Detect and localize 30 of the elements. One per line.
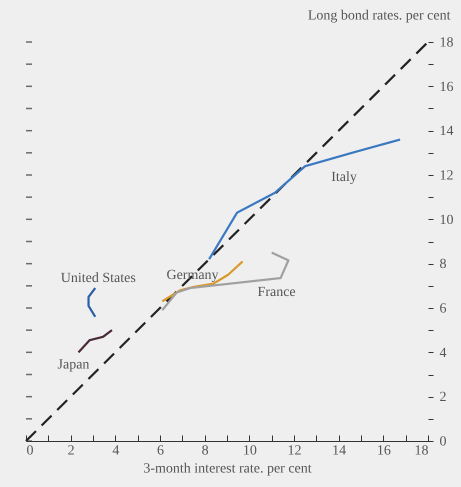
y-axis-title: Long bond rates. per cent [308,8,451,24]
y-tick-label: 2 [440,390,446,406]
x-tick-label: 6 [157,444,164,458]
x-tick-label: 18 [414,444,428,458]
y-tick-label: 6 [440,302,446,316]
line-series [77,329,114,354]
y-tick-label: 12 [440,168,454,184]
series-label: Italy [331,170,357,185]
x-tick-label: 16 [376,444,391,458]
x-tick-label: 2 [68,444,75,458]
line-series [87,286,96,318]
y-tick-label: 14 [440,124,454,140]
series-label: Japan [58,357,90,372]
y-tick-label: 18 [440,36,454,50]
x-tick-label: 0 [26,444,34,458]
series-label: Germany [166,268,219,283]
x-tick-label: 10 [242,444,257,458]
x-tick-label: 4 [112,444,120,458]
line-series [208,138,402,260]
x-tick-label: 8 [202,444,209,458]
y-tick-label: 10 [440,212,454,228]
x-tick-label: 14 [332,444,346,458]
y-tick-label: 16 [440,80,454,95]
x-axis-title: 3-month interest rate. per cent [143,462,312,476]
line-series [161,260,244,302]
y-tick-label: 4 [440,346,446,361]
series-label: United States [60,271,136,286]
series-label: France [258,285,296,300]
y-tick-label: 8 [440,257,446,272]
x-tick-label: 12 [288,444,302,458]
